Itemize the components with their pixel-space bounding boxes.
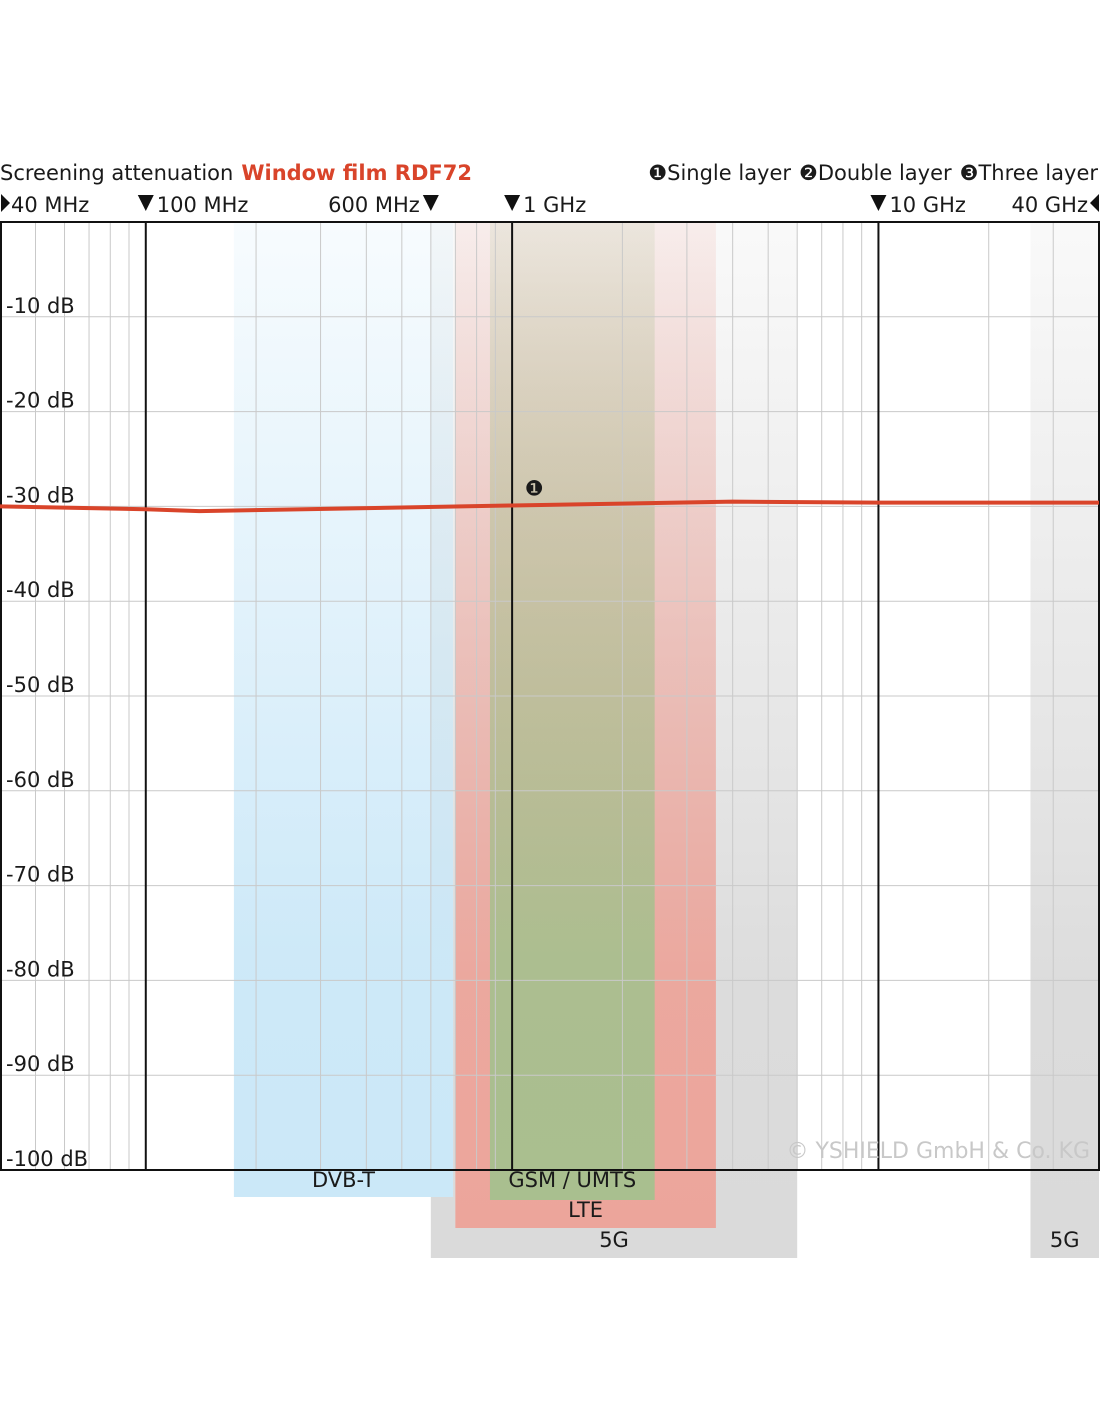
- legend: ❶Single layer ❷Double layer ❸Three layer: [648, 161, 1098, 185]
- y-tick-label: -90 dB: [6, 1052, 75, 1076]
- y-tick-label: -30 dB: [6, 483, 75, 507]
- x-tick-label: 40 GHz: [1012, 193, 1088, 217]
- title-text: Screening attenuation: [0, 161, 233, 185]
- frequency-band: [1030, 222, 1099, 1258]
- legend-label: Single layer: [667, 161, 791, 185]
- plot-frame: [0, 221, 1100, 1171]
- frequency-band: [489, 222, 655, 1200]
- x-tick-label: 1 GHz: [523, 193, 586, 217]
- band-label: DVB-T: [312, 1168, 375, 1192]
- y-tick-label: -60 dB: [6, 768, 75, 792]
- y-tick-label: -80 dB: [6, 957, 75, 981]
- x-tick-marker: [422, 195, 439, 211]
- legend-symbol: ❷: [799, 161, 818, 185]
- x-tick-label: 40 MHz: [11, 193, 89, 217]
- title-highlight: Window film RDF72: [241, 161, 472, 185]
- data-line: [0, 499, 1099, 514]
- watermark: © YSHIELD GmbH & Co. KG: [786, 1139, 1090, 1164]
- band-label: 5G: [1050, 1228, 1080, 1252]
- band-label: GSM / UMTS: [508, 1168, 636, 1192]
- y-tick-label: -20 dB: [6, 389, 75, 413]
- frequency-band: [233, 222, 454, 1197]
- x-tick-marker: [1090, 194, 1099, 212]
- y-tick-label: -70 dB: [6, 863, 75, 887]
- y-tick-label: -50 dB: [6, 673, 75, 697]
- x-tick-label: 100 MHz: [157, 193, 249, 217]
- x-tick-marker: [1, 194, 10, 212]
- legend-symbol: ❶: [648, 161, 667, 185]
- legend-symbol: ❸: [960, 161, 979, 185]
- legend-label: Double layer: [818, 161, 952, 185]
- y-tick-label: -10 dB: [6, 294, 75, 318]
- band-label: 5G: [599, 1228, 629, 1252]
- y-tick-label: -100 dB: [6, 1147, 88, 1171]
- x-tick-marker: [870, 195, 887, 211]
- y-tick-label: -40 dB: [6, 578, 75, 602]
- chart-title: Screening attenuation Window film RDF72: [0, 161, 472, 185]
- series-marker-label: ❶: [525, 476, 544, 500]
- x-tick-label: 10 GHz: [889, 193, 965, 217]
- x-tick-marker: [504, 195, 521, 211]
- band-label: LTE: [568, 1198, 603, 1222]
- legend-label: Three layer: [977, 161, 1098, 185]
- x-tick-label: 600 MHz: [328, 193, 420, 217]
- x-tick-marker: [137, 195, 154, 211]
